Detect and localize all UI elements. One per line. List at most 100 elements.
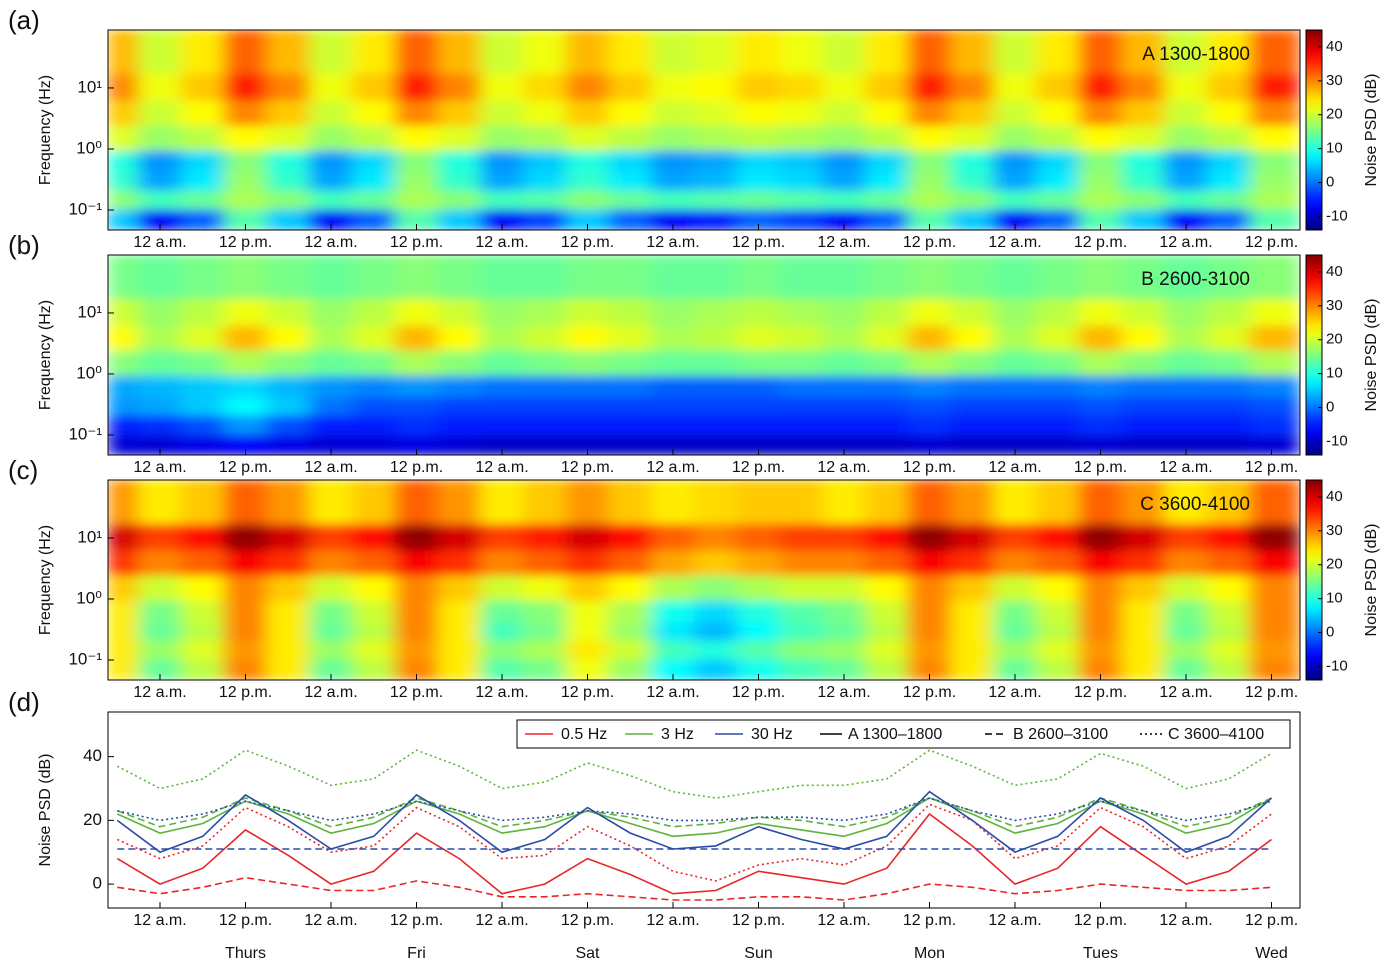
heatmap-cell bbox=[1121, 324, 1166, 351]
heatmap-cell bbox=[779, 349, 824, 376]
heatmap-cell bbox=[180, 658, 225, 680]
heatmap-cell bbox=[822, 255, 866, 299]
heatmap-cell bbox=[394, 297, 439, 326]
heatmap-cell bbox=[822, 396, 866, 416]
heatmap-cell bbox=[1206, 574, 1251, 601]
heatmap-cell bbox=[907, 255, 952, 299]
heatmap-cell bbox=[651, 255, 695, 299]
heatmap-cell bbox=[993, 433, 1037, 455]
heatmap bbox=[108, 30, 1300, 230]
heatmap-cell bbox=[522, 189, 567, 210]
heatmap-cell bbox=[608, 639, 653, 660]
heatmap-cell bbox=[522, 396, 567, 416]
heatmap-cell bbox=[822, 433, 866, 455]
x-tick-label: 12 p.m. bbox=[219, 684, 272, 701]
heatmap-cell bbox=[1121, 621, 1166, 641]
heatmap-cell bbox=[779, 658, 824, 680]
heatmap-cell bbox=[907, 599, 952, 623]
heatmap-cell bbox=[1206, 414, 1251, 435]
heatmap-cell bbox=[1035, 149, 1080, 173]
heatmap-cell bbox=[736, 414, 781, 435]
heatmap-cell bbox=[309, 30, 353, 74]
heatmap-cell bbox=[394, 72, 439, 101]
heatmap-cell bbox=[1206, 374, 1251, 398]
heatmap-cell bbox=[1164, 658, 1208, 680]
heatmap-cell bbox=[1249, 414, 1300, 435]
y-tick-label: 40 bbox=[83, 746, 102, 765]
heatmap-cell bbox=[693, 124, 738, 151]
heatmap-cell bbox=[108, 297, 140, 326]
heatmap-cell bbox=[693, 621, 738, 641]
x-tick-label: 12 a.m. bbox=[475, 234, 528, 251]
heatmap-cell bbox=[437, 297, 482, 326]
heatmap-cell bbox=[779, 149, 824, 173]
heatmap-cell bbox=[1035, 414, 1080, 435]
heatmap-cell bbox=[608, 522, 653, 551]
heatmap-cell bbox=[993, 621, 1037, 641]
heatmap-cell bbox=[480, 208, 524, 230]
heatmap-cell bbox=[1164, 297, 1208, 326]
heatmap-cell bbox=[608, 599, 653, 623]
x-tick-label: 12 p.m. bbox=[903, 684, 956, 701]
heatmap-cell bbox=[950, 171, 995, 191]
heatmap-cell bbox=[779, 522, 824, 551]
heatmap-cell bbox=[138, 621, 182, 641]
heatmap-cell bbox=[351, 30, 396, 74]
heatmap-cell bbox=[1121, 396, 1166, 416]
colorbar-tick-label: 0 bbox=[1326, 624, 1334, 641]
heatmap-cell bbox=[608, 124, 653, 151]
heatmap-cell bbox=[266, 480, 311, 524]
heatmap-cells bbox=[108, 480, 1300, 680]
heatmap-cell bbox=[480, 124, 524, 151]
heatmap-cell bbox=[779, 480, 824, 524]
x-tick-label: 12 a.m. bbox=[817, 684, 870, 701]
heatmap-cell bbox=[1249, 433, 1300, 455]
heatmap-cell bbox=[651, 658, 695, 680]
heatmap-cell bbox=[779, 189, 824, 210]
heatmap-cell bbox=[651, 374, 695, 398]
day-label: Fri bbox=[407, 945, 426, 962]
heatmap-cell bbox=[522, 30, 567, 74]
x-tick-label: 12 a.m. bbox=[133, 234, 186, 251]
heatmap-cell bbox=[651, 99, 695, 126]
heatmap-cell bbox=[309, 99, 353, 126]
heatmap-cell bbox=[223, 374, 268, 398]
heatmap-cell bbox=[351, 72, 396, 101]
heatmap-cell bbox=[993, 149, 1037, 173]
heatmap-cell bbox=[351, 599, 396, 623]
series-line bbox=[117, 876, 1272, 901]
heatmap-cell bbox=[138, 549, 182, 576]
heatmap-cell bbox=[1078, 30, 1123, 74]
heatmap-cell bbox=[437, 349, 482, 376]
heatmap-cell bbox=[480, 297, 524, 326]
heatmap-cell bbox=[651, 349, 695, 376]
heatmap-cell bbox=[223, 480, 268, 524]
heatmap-cell bbox=[1035, 99, 1080, 126]
heatmap-cell bbox=[351, 480, 396, 524]
heatmap-cell bbox=[779, 374, 824, 398]
heatmap-cell bbox=[1121, 149, 1166, 173]
heatmap-cell bbox=[779, 639, 824, 660]
y-tick-label: 10¹ bbox=[77, 302, 102, 321]
heatmap-cell bbox=[736, 349, 781, 376]
heatmap-cell bbox=[394, 480, 439, 524]
heatmap-cell bbox=[180, 208, 225, 230]
heatmap-cell bbox=[309, 349, 353, 376]
heatmap-cell bbox=[950, 324, 995, 351]
heatmap-cell bbox=[907, 433, 952, 455]
heatmap-cell bbox=[565, 396, 610, 416]
heatmap-cell bbox=[309, 658, 353, 680]
heatmap-cell bbox=[223, 189, 268, 210]
heatmap-cell bbox=[1078, 639, 1123, 660]
heatmap-cell bbox=[907, 414, 952, 435]
heatmap-cell bbox=[437, 414, 482, 435]
heatmap-cell bbox=[1035, 189, 1080, 210]
heatmap-cell bbox=[1164, 549, 1208, 576]
heatmap-cell bbox=[108, 639, 140, 660]
heatmap-cell bbox=[1078, 396, 1123, 416]
heatmap-cell bbox=[822, 658, 866, 680]
heatmap-cell bbox=[565, 599, 610, 623]
heatmap-cell bbox=[1121, 658, 1166, 680]
heatmap-cell bbox=[437, 255, 482, 299]
